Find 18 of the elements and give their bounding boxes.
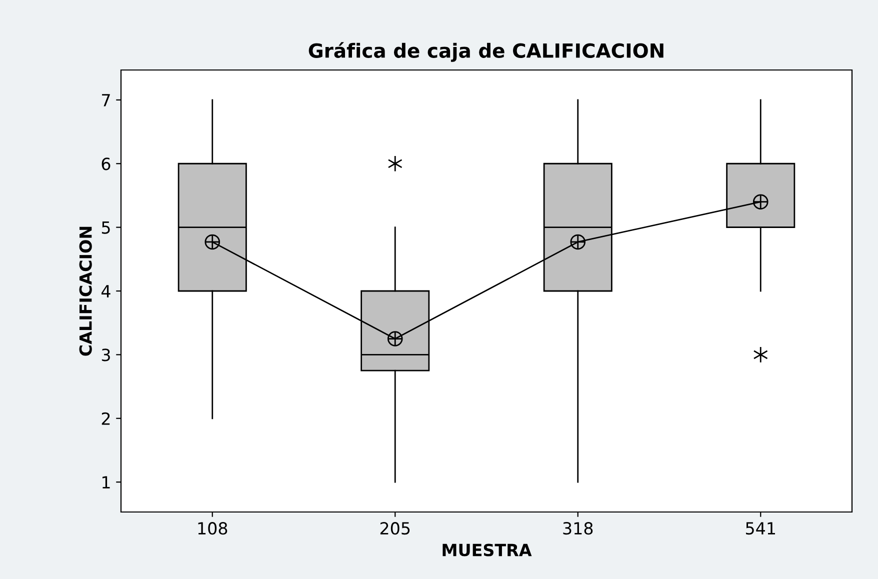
x-axis-title: MUESTRA — [442, 544, 532, 556]
y-tick-label: 2 — [102, 412, 110, 425]
y-tick-label: 5 — [102, 221, 110, 234]
y-tick-label: 6 — [102, 158, 110, 170]
point — [752, 194, 768, 210]
x-tick-label: 205 — [380, 522, 410, 535]
y-tick-label: 3 — [102, 348, 110, 362]
x-tick-label: 108 — [198, 522, 228, 535]
chart-title: Gráfica de caja de CALIFICACION — [308, 42, 664, 62]
y-tick-label: 7 — [102, 94, 110, 106]
point — [204, 234, 220, 250]
point — [387, 331, 403, 346]
x-tick-label: 541 — [746, 522, 775, 535]
point — [570, 234, 586, 250]
x-tick-label: 318 — [563, 522, 593, 535]
y-tick-label: 1 — [102, 476, 110, 488]
y-tick-label: 4 — [101, 285, 110, 298]
y-axis-title: CALIFICACION — [79, 226, 92, 356]
